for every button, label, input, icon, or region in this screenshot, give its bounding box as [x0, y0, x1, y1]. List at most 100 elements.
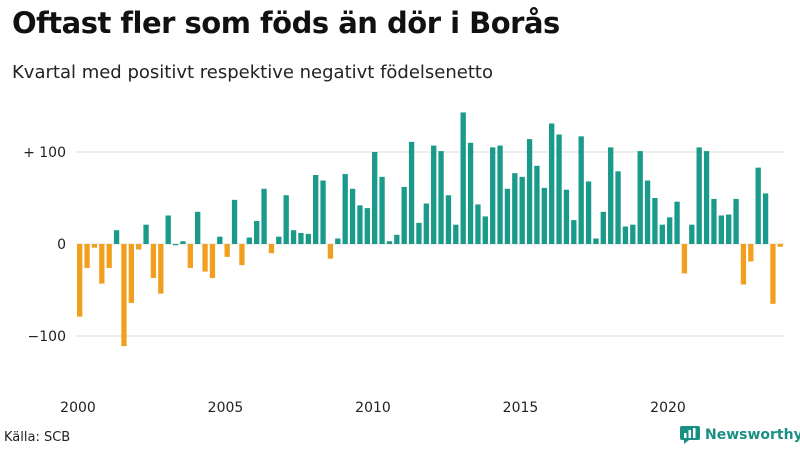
- bar: [541, 187, 547, 244]
- bar: [512, 173, 518, 244]
- bar: [416, 222, 422, 244]
- bar: [195, 211, 201, 244]
- bar: [143, 224, 149, 244]
- y-tick-label: 0: [57, 237, 66, 253]
- gridlines: [76, 151, 784, 337]
- bar: [408, 141, 415, 244]
- bar: [534, 165, 540, 244]
- bar: [718, 215, 724, 244]
- bar: [460, 112, 466, 244]
- bar: [342, 174, 348, 244]
- bar: [372, 152, 378, 244]
- bar: [246, 237, 252, 244]
- bar: [585, 181, 592, 244]
- bar: [652, 198, 658, 244]
- bar: [231, 199, 238, 244]
- bar: [777, 244, 783, 247]
- bar: [305, 233, 311, 244]
- bar: [482, 216, 488, 244]
- bar: [711, 198, 717, 244]
- source-note: Källa: SCB: [4, 430, 71, 445]
- bar: [357, 205, 363, 244]
- bar: [158, 244, 164, 294]
- x-tick-label: 2000: [60, 400, 96, 416]
- bar: [150, 244, 157, 279]
- bar: [379, 176, 385, 244]
- bar: [268, 244, 275, 254]
- newsworthy-logo-icon: [680, 426, 700, 444]
- bar: [394, 234, 400, 244]
- bar: [659, 224, 665, 244]
- x-tick-label: 2015: [503, 400, 539, 416]
- bar: [637, 151, 643, 244]
- bar: [290, 230, 297, 244]
- bar: [77, 244, 83, 317]
- bar: [519, 176, 525, 244]
- bar: [593, 238, 599, 244]
- y-tick-label: −100: [28, 329, 66, 345]
- x-tick-label: 2010: [355, 400, 391, 416]
- bar: [136, 244, 142, 250]
- bar: [121, 244, 127, 347]
- bar: [526, 139, 533, 244]
- bar: [733, 198, 739, 244]
- bar: [667, 217, 673, 244]
- bar: [180, 241, 186, 244]
- chart-title: Oftast fler som föds än dör i Borås: [12, 6, 560, 40]
- bar: [313, 175, 319, 244]
- bar: [172, 244, 179, 246]
- bar: [748, 244, 754, 262]
- y-tick-label: + 100: [23, 145, 66, 161]
- bar: [467, 142, 474, 244]
- bar: [91, 244, 98, 248]
- bar: [202, 244, 208, 272]
- bar: [696, 147, 702, 244]
- bar: [261, 188, 267, 244]
- bar: [453, 224, 459, 244]
- bar: [549, 123, 555, 244]
- bar: [209, 244, 216, 279]
- x-tick-label: 2005: [208, 400, 244, 416]
- bar: [703, 151, 710, 244]
- brand-name: Newsworthy: [705, 427, 800, 443]
- bar: [571, 220, 577, 244]
- bar: [438, 151, 444, 244]
- bar: [99, 244, 105, 284]
- bar: [254, 221, 260, 244]
- bar: [674, 201, 680, 244]
- bar: [401, 186, 407, 244]
- bar: [320, 180, 326, 244]
- bar: [563, 189, 570, 244]
- bar: [239, 244, 245, 266]
- bar: [106, 244, 112, 268]
- bar: [689, 224, 695, 244]
- bar: [364, 208, 370, 244]
- bar: [504, 188, 511, 244]
- bar: [770, 244, 776, 304]
- bar: [578, 136, 584, 244]
- bar: [349, 188, 356, 244]
- bar: [386, 241, 393, 244]
- bar: [681, 244, 688, 274]
- chart-subtitle: Kvartal med positivt respektive negativt…: [12, 62, 493, 83]
- bar: [165, 215, 171, 244]
- bar: [327, 244, 334, 259]
- bar: [84, 244, 90, 268]
- bar: [276, 236, 282, 244]
- bar: [600, 211, 606, 244]
- brand-logo: Newsworthy: [680, 426, 800, 444]
- bar: [431, 145, 437, 244]
- bar: [283, 195, 289, 244]
- bar: [224, 244, 230, 257]
- bar: [644, 180, 651, 244]
- bar: [615, 171, 621, 244]
- bar: [217, 236, 223, 244]
- bar: [298, 232, 304, 244]
- bar: [497, 145, 503, 244]
- bars: [77, 112, 783, 347]
- x-tick-label: 2020: [650, 400, 686, 416]
- y-axis-labels: + 100 0 −100: [23, 145, 66, 345]
- bar: [423, 203, 429, 244]
- bar: [556, 134, 562, 244]
